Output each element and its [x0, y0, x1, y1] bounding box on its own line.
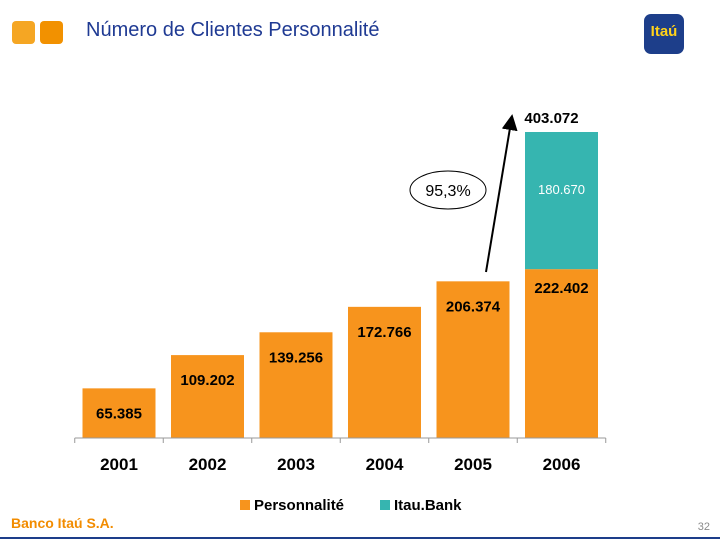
- data-label: 109.202: [180, 372, 234, 389]
- growth-label: 95,3%: [425, 183, 470, 200]
- deco-square-2: [40, 21, 63, 44]
- legend: Personnalité Itau.Bank: [240, 497, 462, 514]
- growth-arrow: [485, 114, 518, 273]
- x-tick-label: 2001: [100, 455, 138, 474]
- data-label: 206.374: [446, 298, 501, 315]
- legend-swatch: [380, 500, 390, 510]
- data-label: 172.766: [357, 324, 411, 341]
- data-label: 180.670: [538, 182, 585, 197]
- legend-label: Personnalité: [254, 497, 344, 514]
- slide-title: Número de Clientes Personnalité: [86, 19, 380, 41]
- logo-text: Itaú: [650, 23, 678, 40]
- x-axis-ticks: [74, 438, 607, 443]
- bar-personnalit--2004: [348, 306, 421, 438]
- data-label: 139.256: [269, 349, 323, 366]
- legend-swatch: [240, 500, 250, 510]
- itau-logo: Itaú: [644, 14, 684, 54]
- bar-itau-bank-2006: [525, 132, 598, 270]
- growth-annotation: 95,3%: [409, 114, 518, 273]
- footer-brand: Banco Itaú S.A.: [11, 515, 114, 531]
- legend-label: Itau.Bank: [394, 497, 462, 514]
- x-tick-label: 2006: [543, 455, 581, 474]
- x-tick-label: 2003: [277, 455, 315, 474]
- labels-layer: 65.385 109.202 139.256 172.766 206.374 222.40…: [96, 110, 589, 422]
- bar-personnalit--2001: [82, 388, 156, 438]
- x-tick-label: 2004: [366, 455, 404, 474]
- bars-layer: [82, 132, 598, 438]
- bar-personnalit--2006: [525, 269, 598, 438]
- deco-square-1: [12, 21, 35, 44]
- total-label: 403.072: [524, 110, 578, 127]
- footer-rule: [0, 537, 720, 539]
- growth-ellipse: [409, 170, 487, 210]
- bar-personnalit--2005: [436, 281, 510, 438]
- bar-personnalit--2002: [171, 355, 244, 438]
- x-tick-label: 2002: [189, 455, 227, 474]
- x-axis-category-labels: 2001 2002 2003 2004 2005 2006: [100, 455, 580, 474]
- data-label: 65.385: [96, 405, 142, 422]
- bar-personnalit--2003: [259, 332, 333, 438]
- page-number: 32: [697, 521, 710, 533]
- data-label: 222.402: [534, 280, 588, 297]
- x-tick-label: 2005: [454, 455, 492, 474]
